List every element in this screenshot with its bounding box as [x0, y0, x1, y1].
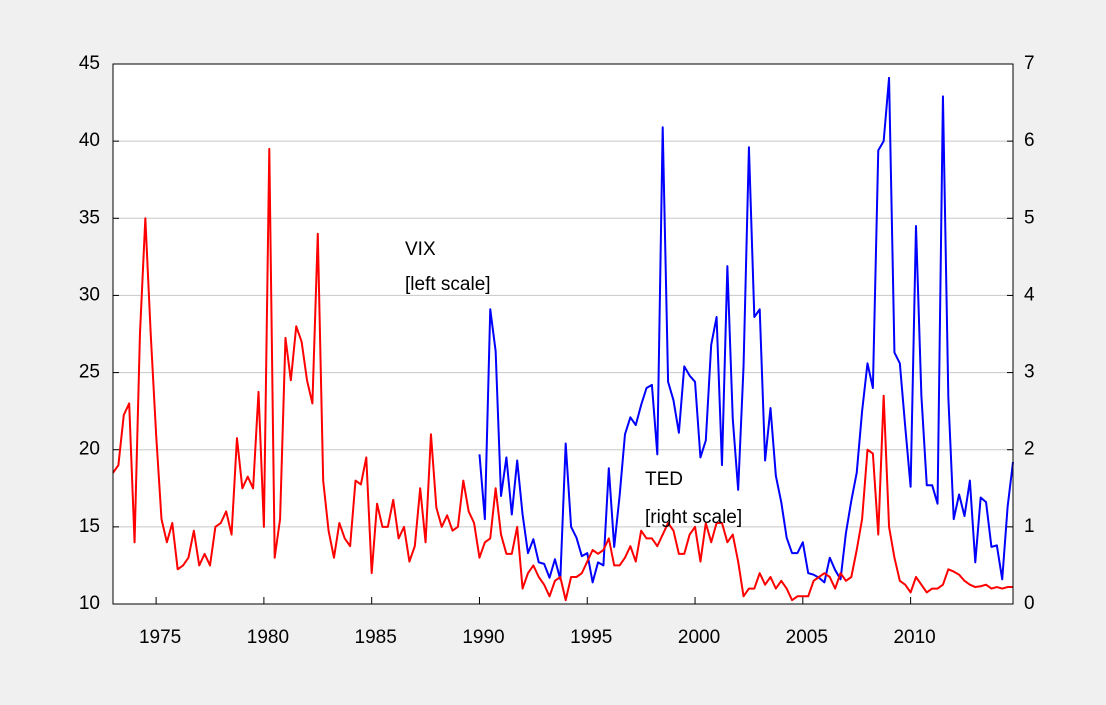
x-tick-label: 2005 — [786, 627, 828, 648]
y2-tick-label: 3 — [1024, 362, 1035, 383]
series-line — [112, 147, 1013, 602]
x-tick-label: 2000 — [678, 627, 720, 648]
y2-tick-label: 1 — [1024, 516, 1035, 537]
y2-tick-label: 6 — [1024, 130, 1035, 151]
y2-tick-label: 0 — [1024, 593, 1035, 614]
x-tick-label: 1980 — [247, 627, 289, 648]
y-tick-label: 10 — [79, 593, 100, 614]
x-tick-label: 1975 — [139, 627, 181, 648]
y2-tick-label: 7 — [1024, 53, 1035, 74]
series-annotation: VIX — [405, 239, 436, 260]
x-tick-label: 2010 — [893, 627, 935, 648]
x-tick-label: 1995 — [570, 627, 612, 648]
x-tick-label: 1985 — [355, 627, 397, 648]
series-line — [478, 76, 1014, 584]
y-tick-label: 25 — [79, 362, 100, 383]
y-tick-label: 20 — [79, 439, 100, 460]
y2-tick-label: 2 — [1024, 439, 1035, 460]
y-tick-label: 35 — [79, 207, 100, 228]
y-tick-label: 30 — [79, 284, 100, 305]
series-annotation: [right scale] — [645, 507, 742, 528]
x-tick-label: 1990 — [462, 627, 504, 648]
y2-tick-label: 4 — [1024, 284, 1035, 305]
y-tick-label: 45 — [79, 53, 100, 74]
series-annotation: [left scale] — [405, 274, 491, 295]
series-annotation: TED — [645, 469, 683, 490]
y-tick-label: 40 — [79, 130, 100, 151]
y-tick-label: 15 — [79, 516, 100, 537]
plot-frame — [112, 63, 1014, 605]
y2-tick-label: 5 — [1024, 207, 1035, 228]
